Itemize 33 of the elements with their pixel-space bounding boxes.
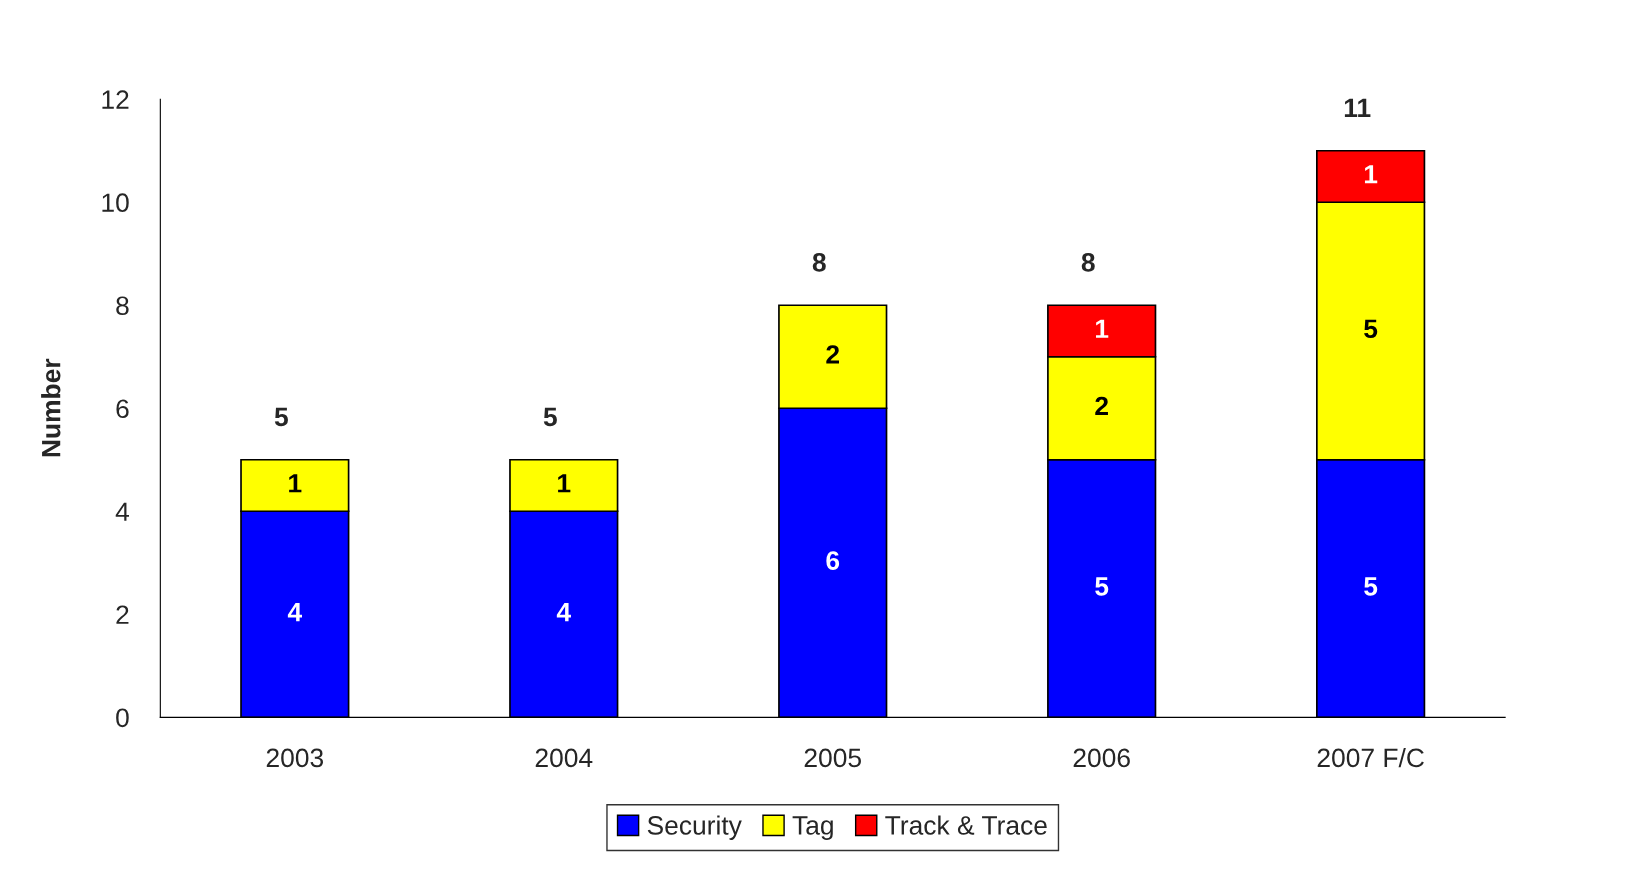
data-label: 1 bbox=[289, 474, 302, 493]
y-tick-label: 4 bbox=[115, 502, 129, 521]
data-label: 4 bbox=[556, 602, 571, 622]
x-tick-label: 2005 bbox=[804, 748, 861, 768]
data-label: 1 bbox=[1096, 319, 1109, 338]
y-tick-label: 0 bbox=[116, 708, 129, 728]
total-label: 8 bbox=[1081, 253, 1095, 272]
y-axis-title: Number bbox=[41, 358, 61, 457]
legend-label: Track & Trace bbox=[885, 815, 1047, 835]
x-tick-label: 2004 bbox=[535, 748, 593, 768]
total-label: 5 bbox=[274, 407, 288, 427]
data-label: 2 bbox=[826, 345, 840, 364]
data-label: 5 bbox=[1364, 319, 1378, 339]
total-label: 8 bbox=[812, 253, 826, 272]
data-label: 4 bbox=[287, 602, 302, 622]
y-tick-label: 2 bbox=[116, 605, 129, 624]
legend-label: Security bbox=[647, 815, 742, 840]
legend-label: Tag bbox=[792, 816, 833, 840]
y-tick-label: 10 bbox=[102, 193, 129, 213]
total-label: 5 bbox=[543, 407, 557, 427]
data-label: 1 bbox=[558, 474, 571, 493]
x-tick-label: 2003 bbox=[266, 748, 323, 768]
total-label: 11 bbox=[1344, 98, 1371, 117]
y-tick-label: 12 bbox=[102, 90, 129, 109]
data-label: 2 bbox=[1095, 396, 1108, 416]
data-label: 1 bbox=[1364, 165, 1378, 184]
data-label: 5 bbox=[1364, 577, 1378, 596]
y-tick-label: 8 bbox=[116, 296, 129, 316]
x-tick-label: 2006 bbox=[1073, 748, 1130, 768]
data-label: 6 bbox=[826, 551, 840, 570]
y-tick-label: 6 bbox=[116, 399, 129, 419]
x-tick-label: 2007 F/C bbox=[1317, 747, 1424, 768]
data-label: 5 bbox=[1095, 577, 1109, 596]
